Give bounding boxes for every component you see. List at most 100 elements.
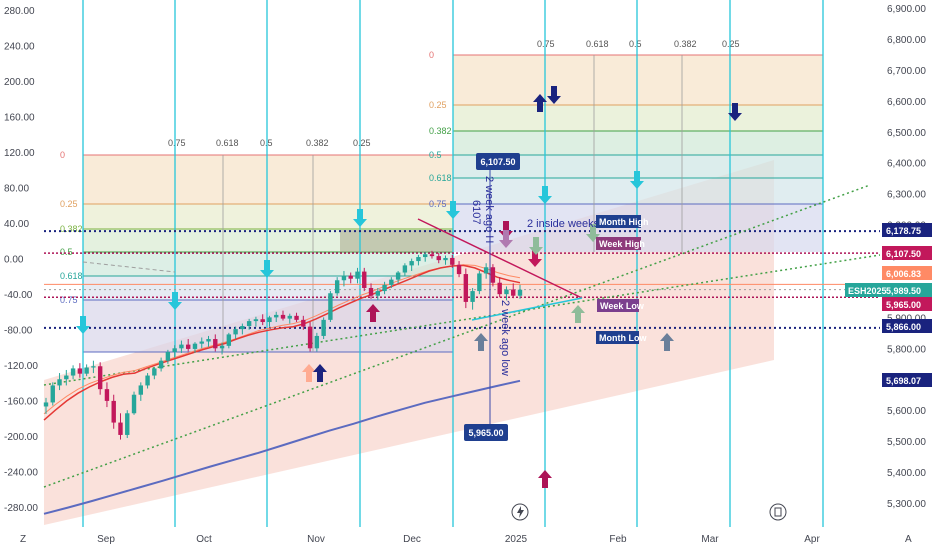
candle-body xyxy=(64,375,69,380)
arrow-down-icon xyxy=(538,186,552,204)
month-label: Mar xyxy=(701,534,719,545)
right-axis-bg xyxy=(880,0,932,527)
candle-body xyxy=(362,271,367,288)
candle xyxy=(368,283,374,299)
candle-body xyxy=(267,317,272,323)
candle xyxy=(294,312,299,323)
fib-right-level: 0.5 xyxy=(429,150,442,160)
candle xyxy=(483,263,489,279)
price-tag-text: 5,698.07 xyxy=(886,376,921,386)
candle-body xyxy=(246,321,252,327)
arrow-down-icon xyxy=(168,292,182,310)
candle xyxy=(362,267,367,292)
candle xyxy=(226,332,232,349)
fib-right-time-level: 0.382 xyxy=(674,39,697,49)
candle xyxy=(104,382,110,408)
price-tag-text: 6,006.83 xyxy=(886,269,921,279)
candle xyxy=(253,316,259,327)
candle xyxy=(199,337,204,349)
candle-body xyxy=(517,289,523,296)
candle-body xyxy=(348,275,353,279)
left-axis-tick: 200.00 xyxy=(4,77,35,88)
left-axis-tick: -240.00 xyxy=(4,468,38,479)
price-tag-text: 6,178.75 xyxy=(886,226,921,236)
fib-left-time-level: 0.618 xyxy=(216,138,239,148)
candle-body xyxy=(450,257,455,265)
left-axis-tick: -160.00 xyxy=(4,397,38,408)
candle xyxy=(118,413,123,440)
arrow-down-icon xyxy=(630,171,644,189)
month-label: Nov xyxy=(307,534,325,545)
candle-body xyxy=(470,291,475,302)
fib-left-band xyxy=(83,204,453,229)
fib-left-time-level: 0.5 xyxy=(260,138,273,148)
candle-body xyxy=(395,272,401,280)
candle xyxy=(192,342,198,353)
arrow-down-icon xyxy=(446,201,460,219)
candle xyxy=(341,270,347,287)
fib-right-level: 0.618 xyxy=(429,173,452,183)
grey-dash xyxy=(82,261,176,273)
time-axis-bg xyxy=(0,527,932,550)
price-tag-text: 6,107.50 xyxy=(886,249,921,259)
right-axis-tick: 6,600.00 xyxy=(887,97,926,108)
candle xyxy=(355,267,360,284)
month-low-box: Month Low xyxy=(596,331,647,344)
left-axis-tick: 40.00 xyxy=(4,219,29,230)
event-icon[interactable] xyxy=(769,503,787,521)
left-axis-tick: 280.00 xyxy=(4,6,35,17)
week-low-box: Week Low xyxy=(597,299,645,312)
candle xyxy=(328,291,333,323)
candle-body xyxy=(382,284,387,292)
corner-left-label: Z xyxy=(20,534,26,545)
candle-body xyxy=(192,343,198,349)
candle-body xyxy=(328,293,333,320)
candle xyxy=(423,251,428,262)
candle-body xyxy=(57,379,62,386)
left-axis-tick: 160.00 xyxy=(4,113,35,124)
fib-right-level: 0.382 xyxy=(429,126,452,136)
candle-body xyxy=(436,256,441,261)
fib-left-level: 0.25 xyxy=(60,199,78,209)
candle-body xyxy=(240,326,245,330)
month-label: Sep xyxy=(97,534,115,545)
fib-left-band xyxy=(83,300,453,352)
candle-body xyxy=(334,280,340,294)
candle-body xyxy=(158,360,164,369)
candle-body xyxy=(483,267,489,274)
symbol-tag-text: ESH2025 xyxy=(848,286,887,296)
lightning-icon[interactable] xyxy=(511,503,529,521)
candle-body xyxy=(138,385,143,395)
candle xyxy=(409,258,414,271)
price-tag-bg xyxy=(882,283,932,297)
candle xyxy=(517,284,523,299)
candle-body xyxy=(497,282,502,295)
candle xyxy=(213,334,218,352)
candle xyxy=(321,317,326,340)
candle xyxy=(246,318,252,330)
candle-body xyxy=(443,257,448,261)
candle-body xyxy=(77,368,83,374)
right-axis-tick: 5,800.00 xyxy=(887,344,926,355)
left-axis-tick: -200.00 xyxy=(4,432,38,443)
candle-body xyxy=(375,291,380,296)
arrow-up-icon xyxy=(533,94,547,112)
high-callout-text: 6,107.50 xyxy=(480,157,515,167)
candle-body xyxy=(274,314,279,318)
candle xyxy=(301,315,306,330)
left-axis-tick: 240.00 xyxy=(4,42,35,53)
candle-body xyxy=(43,402,49,407)
month-label: 2025 xyxy=(505,534,528,545)
right-axis-tick: 5,500.00 xyxy=(887,437,926,448)
candle xyxy=(287,313,292,324)
low-price-callout: 5,965.00 xyxy=(464,424,508,441)
two-week-high-label: 2 week ago H xyxy=(483,176,495,243)
candle-body xyxy=(131,394,137,414)
price-tag: 5,698.07 xyxy=(882,373,932,387)
candle xyxy=(186,339,191,352)
left-axis-tick: -120.00 xyxy=(4,361,38,372)
fib-right-band xyxy=(453,55,823,105)
candle xyxy=(50,382,55,406)
